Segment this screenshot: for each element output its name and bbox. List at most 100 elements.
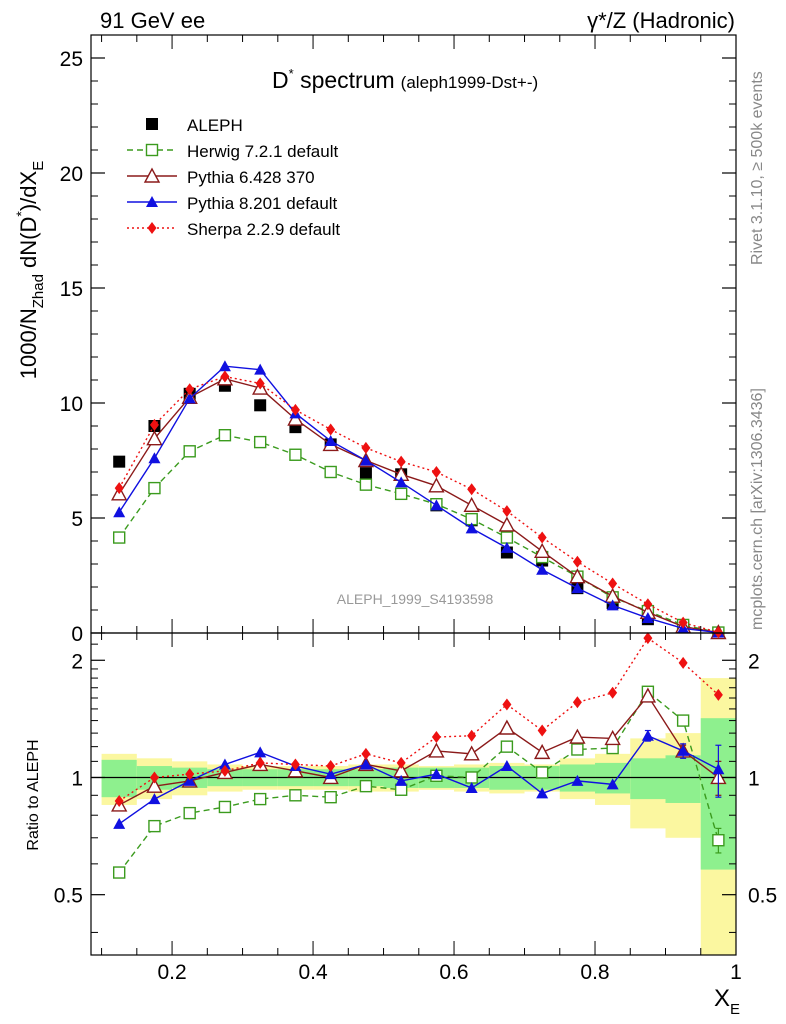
data-point — [183, 392, 196, 404]
chart-title: D* spectrum (aleph1999-Dst+-) — [272, 66, 538, 93]
ratio-ytick-label-right: 2 — [748, 650, 760, 673]
ratio-point — [253, 792, 267, 806]
legend: ALEPH Herwig 7.2.1 default Pythia 6.428 37… — [127, 116, 340, 239]
legend-marker — [145, 143, 159, 157]
main-series-layer — [111, 360, 727, 640]
ratio-point — [428, 742, 445, 758]
legend-label: ALEPH — [187, 116, 243, 135]
ratio-point — [498, 719, 516, 735]
ratio-point — [465, 781, 478, 793]
data-point — [431, 466, 441, 478]
data-point — [146, 430, 163, 446]
data-point — [254, 363, 267, 375]
series-4 — [114, 370, 723, 639]
series-line — [118, 375, 719, 633]
data-point — [396, 455, 406, 468]
ratio-point — [537, 724, 547, 737]
data-point — [148, 481, 161, 495]
data-point — [430, 499, 443, 511]
data-point — [608, 577, 618, 590]
ratio-point — [220, 764, 230, 777]
data-point — [361, 441, 371, 454]
ratio-point — [676, 714, 690, 727]
ratio-point — [678, 656, 688, 669]
band-inner — [630, 758, 666, 800]
data-point — [218, 360, 231, 372]
ratio-point — [114, 795, 124, 808]
ratio-point — [713, 688, 723, 701]
data-point — [537, 531, 547, 544]
data-point — [289, 448, 302, 461]
data-point — [533, 542, 551, 559]
data-point — [218, 429, 232, 442]
legend-marker — [147, 222, 157, 234]
main-ytick-label: 5 — [71, 508, 83, 531]
data-point — [395, 476, 408, 488]
ratio-xtick-label: 0.4 — [298, 961, 328, 984]
legend-label: Pythia 8.201 default — [187, 194, 338, 213]
ratio-xtick-label: 0.2 — [157, 961, 186, 984]
data-point — [467, 483, 477, 496]
legend-label: Pythia 6.428 370 — [187, 168, 315, 187]
ratio-series-line — [118, 694, 719, 806]
ratio-point — [643, 632, 653, 645]
ratio-point — [289, 789, 302, 802]
data-point — [572, 555, 582, 568]
data-point — [185, 383, 195, 396]
ratio-point — [148, 793, 161, 805]
data-point — [149, 418, 159, 431]
ratio-point — [324, 790, 337, 804]
data-point — [183, 445, 196, 458]
ratio-point — [148, 819, 161, 833]
ratio-frame — [90, 632, 737, 956]
ratio-point — [395, 774, 408, 786]
ratio-series-2 — [113, 729, 725, 829]
ratio-point — [604, 729, 621, 746]
mcplots-label: mcplots.cern.ch [arXiv:1306.3436] — [749, 388, 766, 630]
data-point — [465, 522, 478, 534]
ratio-point — [183, 774, 196, 786]
legend-marker — [143, 167, 161, 183]
ratio-point — [183, 806, 196, 820]
data-point — [643, 598, 653, 611]
data-point — [255, 377, 265, 390]
ratio-ytick-label-right: 0.5 — [748, 885, 777, 908]
data-point — [500, 531, 514, 544]
data-point — [571, 582, 584, 594]
ratio-point — [500, 740, 514, 753]
band-inner — [101, 759, 137, 798]
ratio-point — [608, 686, 618, 699]
main-ytick-label: 0 — [71, 623, 83, 646]
data-point — [713, 626, 723, 639]
legend-marker — [146, 118, 158, 130]
ratio-point — [463, 745, 480, 761]
data-point — [359, 467, 372, 480]
data-point — [359, 454, 372, 466]
ratio-point — [641, 729, 654, 741]
data-point — [498, 516, 516, 532]
ratio-point — [113, 817, 126, 829]
ratio-point — [185, 768, 195, 781]
ratio-point — [359, 779, 373, 793]
ratio-point — [467, 729, 477, 742]
ratio-point — [255, 756, 265, 769]
data-point — [606, 599, 619, 611]
data-point — [463, 496, 480, 513]
ratio-point — [571, 743, 584, 756]
ratio-xlabel: XE — [714, 985, 740, 1018]
analysis-watermark: ALEPH_1999_S4193598 — [337, 591, 494, 607]
ratio-point — [431, 731, 441, 744]
data-point — [394, 487, 408, 501]
ratio-xtick-label: 0.6 — [439, 961, 468, 984]
main-panel: 0 5 10 15 20 25 — [60, 34, 737, 646]
data-point — [112, 531, 126, 544]
data-point — [326, 423, 336, 436]
ratio-point — [533, 743, 551, 760]
data-point — [641, 612, 654, 624]
legend-marker — [146, 196, 158, 207]
ratio-point — [536, 787, 549, 799]
rivet-label: Rivet 3.1.10, ≥ 500k events — [749, 71, 766, 265]
ratio-point — [218, 758, 231, 770]
data-point — [113, 506, 126, 518]
